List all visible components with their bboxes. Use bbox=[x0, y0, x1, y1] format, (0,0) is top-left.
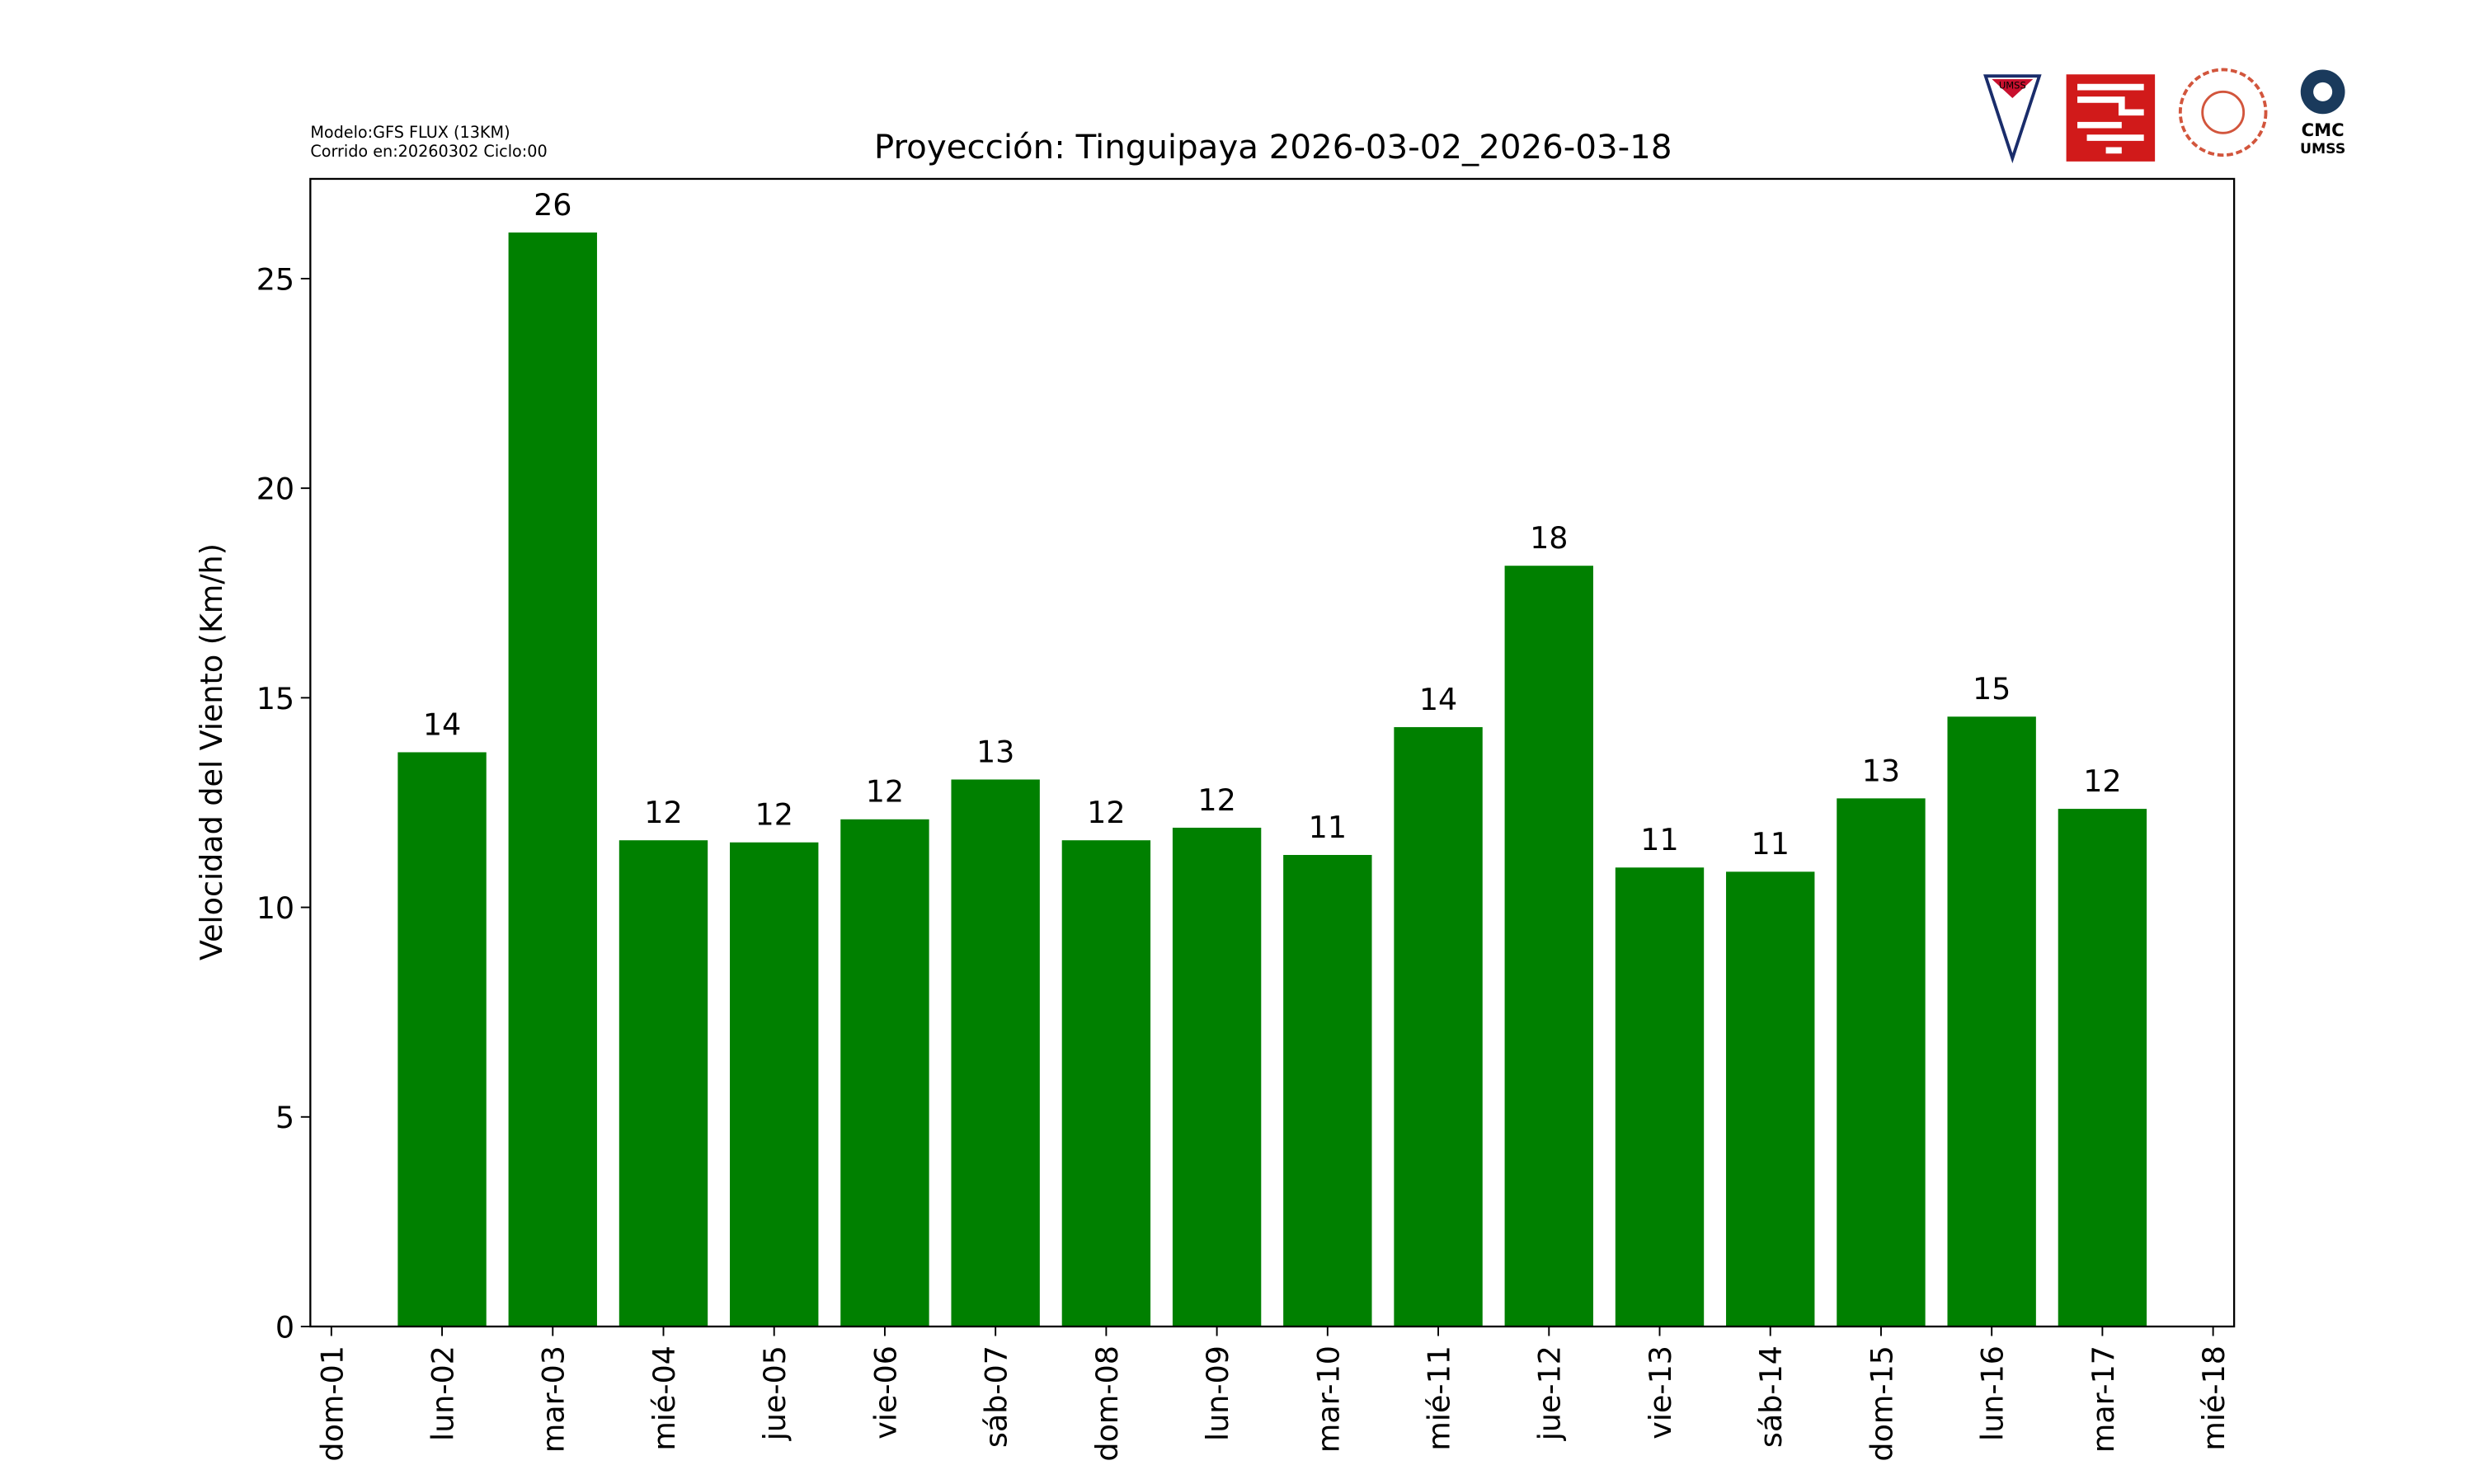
y-tick-label: 15 bbox=[256, 681, 294, 716]
y-tick-label: 10 bbox=[256, 890, 294, 926]
logos: UMSS CMC UMSS bbox=[1983, 68, 2345, 164]
x-tick-label: sáb-07 bbox=[979, 1345, 1014, 1448]
x-tick-label: dom-01 bbox=[314, 1345, 350, 1462]
value-label: 13 bbox=[976, 734, 1014, 769]
logo-cmc-dot bbox=[2313, 82, 2333, 101]
bar bbox=[397, 752, 487, 1327]
bar bbox=[1394, 726, 1483, 1327]
x-tick-label: jue-05 bbox=[757, 1345, 793, 1441]
value-label: 12 bbox=[1087, 795, 1125, 830]
bar bbox=[1504, 566, 1593, 1327]
plot-frame bbox=[309, 177, 2236, 1328]
x-tick-label: lun-16 bbox=[1975, 1345, 2011, 1441]
y-tick-label: 5 bbox=[275, 1100, 294, 1135]
value-label: 26 bbox=[534, 187, 571, 223]
y-tick-label: 25 bbox=[256, 261, 294, 297]
x-tick-label: vie-13 bbox=[1643, 1345, 1678, 1439]
value-label: 12 bbox=[755, 797, 793, 833]
x-tick-label: mié-04 bbox=[647, 1345, 682, 1451]
bar bbox=[1283, 855, 1372, 1327]
y-axis-label: Velocidad del Viento (Km/h) bbox=[194, 543, 229, 960]
logo-fisica bbox=[2178, 68, 2268, 157]
logo-umss-band bbox=[1992, 79, 2034, 99]
x-tick-label: mar-17 bbox=[2086, 1345, 2121, 1453]
logo-fcyt-lines bbox=[2077, 83, 2144, 154]
value-label: 11 bbox=[1752, 826, 1790, 862]
value-label: 18 bbox=[1530, 520, 1568, 556]
x-tick-label: vie-06 bbox=[868, 1345, 903, 1439]
value-label: 12 bbox=[2083, 763, 2121, 799]
value-label: 14 bbox=[423, 707, 461, 742]
x-tick-label: dom-08 bbox=[1089, 1345, 1125, 1462]
x-tick-label: lun-02 bbox=[425, 1345, 460, 1441]
bar bbox=[730, 842, 819, 1327]
x-tick-label: jue-12 bbox=[1532, 1345, 1568, 1441]
bar bbox=[1172, 827, 1262, 1327]
value-label: 11 bbox=[1309, 810, 1347, 845]
x-tick-label: mié-18 bbox=[2196, 1345, 2232, 1451]
bar bbox=[2058, 809, 2147, 1327]
bar bbox=[618, 840, 708, 1327]
logo-cmc-text: CMC bbox=[2302, 120, 2345, 140]
x-tick-label: dom-15 bbox=[1864, 1345, 1899, 1462]
value-label: 15 bbox=[1973, 671, 2011, 707]
logo-cmc-sub: UMSS bbox=[2300, 141, 2345, 157]
value-label: 12 bbox=[1197, 782, 1235, 818]
x-tick-label: lun-09 bbox=[1200, 1345, 1235, 1441]
bar bbox=[1837, 798, 1926, 1327]
bar bbox=[1726, 871, 1815, 1327]
value-label: 12 bbox=[644, 795, 682, 830]
logo-umss-text: UMSS bbox=[1999, 80, 2026, 92]
bar bbox=[840, 819, 929, 1327]
logo-fisica-inner bbox=[2201, 90, 2246, 134]
value-label: 11 bbox=[1640, 822, 1678, 857]
run-note: Corrido en:20260302 Ciclo:00 bbox=[310, 142, 547, 161]
x-tick-label: mar-03 bbox=[536, 1345, 571, 1453]
value-label: 14 bbox=[1419, 682, 1457, 717]
bar bbox=[1947, 716, 2036, 1327]
y-tick-label: 0 bbox=[275, 1309, 294, 1345]
x-tick-label: mié-11 bbox=[1421, 1345, 1456, 1451]
bar bbox=[951, 779, 1040, 1327]
value-label: 12 bbox=[866, 774, 904, 810]
chart-title: Proyección: Tinguipaya 2026-03-02_2026-0… bbox=[874, 128, 1672, 167]
value-label: 13 bbox=[1862, 753, 1900, 788]
logo-umss bbox=[1983, 74, 2042, 164]
x-tick-label: mar-10 bbox=[1310, 1345, 1346, 1453]
x-tick-label: sáb-14 bbox=[1753, 1345, 1789, 1448]
bar bbox=[1615, 867, 1705, 1327]
model-note: Modelo:GFS FLUX (13KM) bbox=[310, 123, 510, 142]
bar bbox=[1061, 840, 1151, 1327]
bar bbox=[508, 232, 597, 1327]
y-tick-label: 20 bbox=[256, 472, 294, 507]
